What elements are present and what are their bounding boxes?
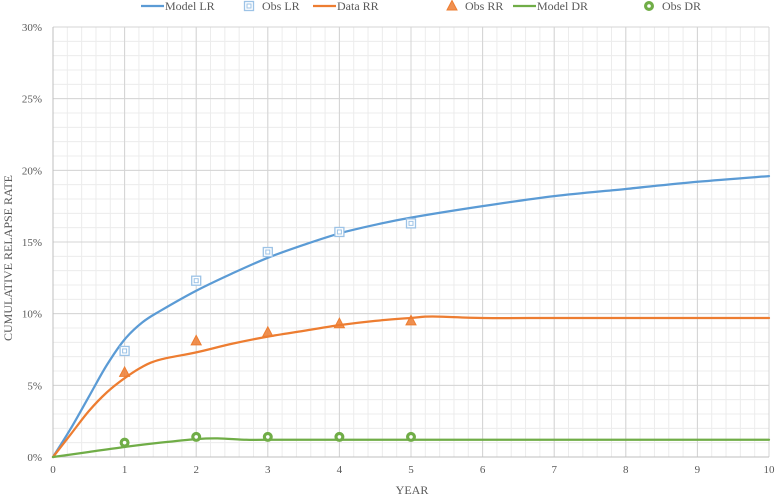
legend-item-obs-rr: Obs RR [446, 0, 503, 13]
data-point-obs-lr [405, 218, 417, 229]
legend-marker-swatch [446, 0, 458, 11]
legend-item-model-lr: Model LR [141, 0, 215, 13]
series-markers [118, 218, 417, 448]
data-point-obs-dr [191, 431, 202, 442]
x-tick-label: 9 [695, 464, 701, 476]
x-tick-label: 1 [122, 464, 128, 476]
y-tick-label: 15% [22, 237, 42, 249]
x-axis-title: YEAR [396, 483, 429, 495]
data-point-obs-dr [406, 431, 416, 442]
y-tick-label: 30% [22, 22, 42, 34]
x-tick-label: 5 [408, 464, 414, 476]
data-point-obs-rr [261, 325, 274, 337]
y-tick-label: 20% [22, 165, 42, 177]
data-point-obs-rr [118, 365, 131, 377]
y-axis-title: CUMULATIVE RELAPSE RATE [1, 175, 15, 341]
x-tick-label: 4 [337, 464, 343, 476]
legend-label: Obs DR [662, 0, 701, 13]
legend-item-obs-lr: Obs LR [243, 0, 300, 13]
axes [52, 27, 769, 458]
y-tick-label: 25% [22, 94, 42, 106]
data-point-obs-dr [262, 431, 273, 442]
data-point-obs-rr [190, 334, 203, 346]
series-line-model-dr [51, 437, 771, 459]
data-point-obs-dr [119, 437, 130, 448]
data-point-obs-lr [119, 345, 130, 357]
x-tick-label: 2 [193, 464, 199, 476]
legend-marker-swatch [644, 1, 654, 11]
x-tick-label: 6 [480, 464, 486, 476]
data-point-obs-dr [334, 431, 345, 442]
legend-label: Data RR [337, 0, 379, 13]
tick-labels: 0 1 2 3 4 5 6 7 8 9 10 0% 5% 10% 15% 20% 25% 30% [22, 22, 775, 476]
y-tick-label: 0% [27, 452, 42, 464]
legend-item-model-dr: Model DR [513, 0, 588, 13]
major-gridlines [52, 26, 770, 458]
data-point-obs-lr [262, 246, 273, 258]
data-point-obs-lr [191, 275, 202, 286]
legend-label: Obs LR [262, 0, 300, 13]
series-lines [51, 174, 771, 459]
x-tick-label: 10 [764, 464, 776, 476]
data-point-obs-lr [334, 226, 345, 238]
x-tick-label: 3 [265, 464, 271, 476]
series-line-data-rr [51, 315, 771, 459]
legend-item-data-rr: Data RR [313, 0, 379, 13]
legend-label: Model LR [165, 0, 215, 13]
x-tick-label: 0 [50, 464, 56, 476]
series-line-model-lr [51, 174, 771, 459]
x-tick-label: 7 [551, 464, 557, 476]
legend-label: Obs RR [465, 0, 503, 13]
data-point-obs-rr [333, 317, 346, 329]
legend-label: Model DR [537, 0, 588, 13]
legend-item-obs-dr: Obs DR [644, 0, 701, 13]
legend-marker-swatch [243, 0, 255, 12]
legend: Model LR Obs LR Data RR Obs RR Model DR Obs D… [141, 0, 701, 13]
y-tick-label: 10% [22, 309, 42, 321]
x-tick-label: 8 [623, 464, 629, 476]
y-tick-label: 5% [27, 380, 42, 392]
data-point-obs-rr [405, 314, 417, 326]
